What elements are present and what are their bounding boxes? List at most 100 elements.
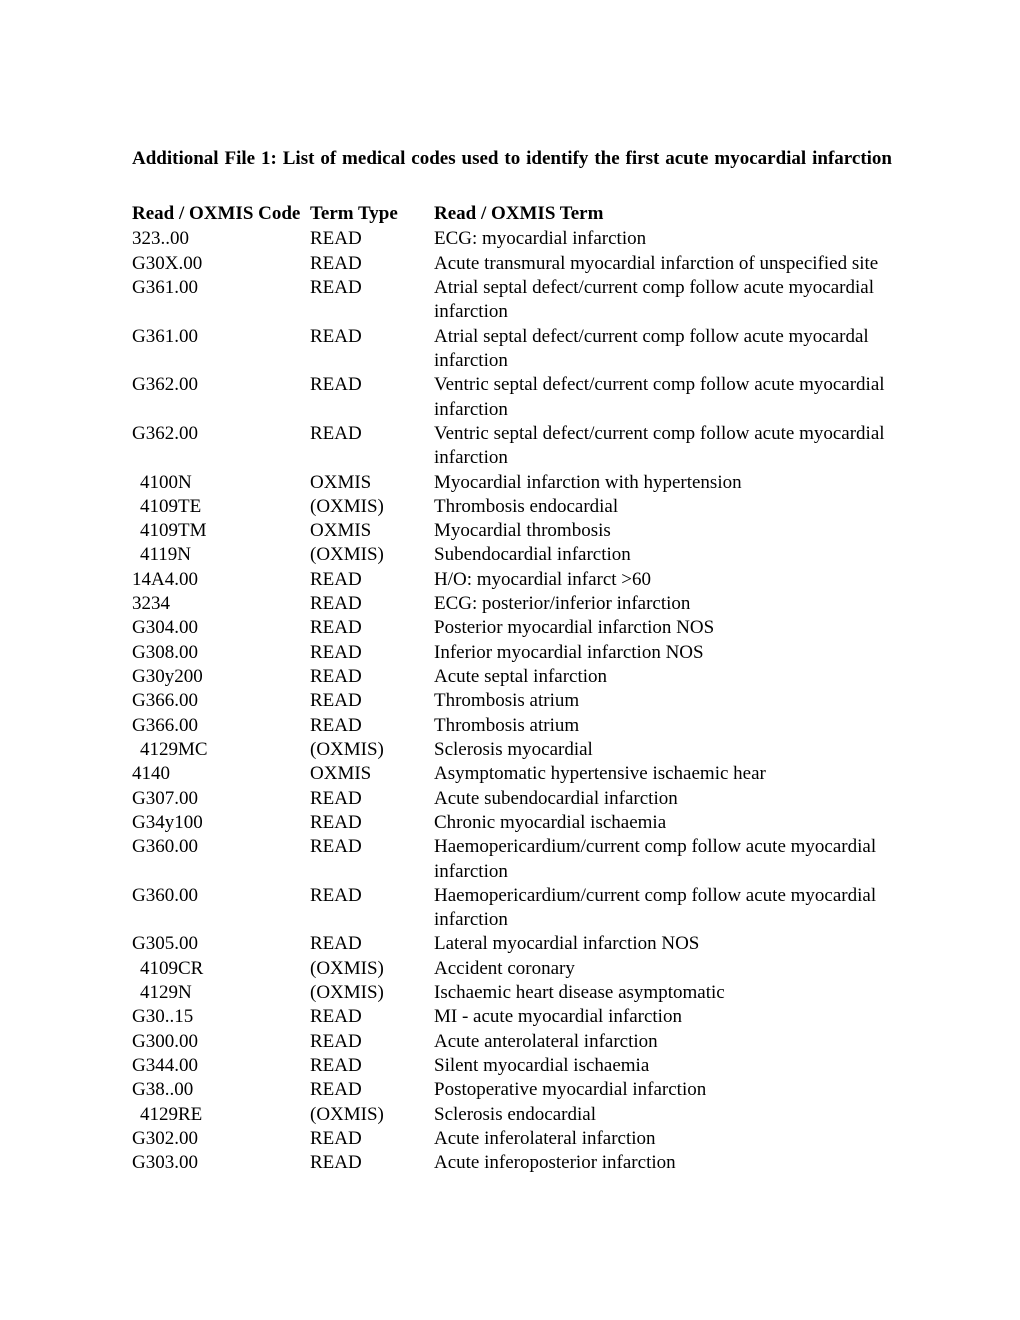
- cell-term: Silent myocardial ischaemia: [434, 1054, 892, 1078]
- cell-code: G30X.00: [132, 252, 310, 276]
- cell-term: Ventric septal defect/current comp follo…: [434, 373, 892, 422]
- table-row: G38..00READPostoperative myocardial infa…: [132, 1078, 892, 1102]
- cell-type: READ: [310, 252, 434, 276]
- cell-code: 4109TM: [132, 519, 310, 543]
- cell-type: READ: [310, 616, 434, 640]
- cell-type: READ: [310, 1030, 434, 1054]
- table-row: G30..15READMI - acute myocardial infarct…: [132, 1005, 892, 1029]
- table-header-row: Read / OXMIS Code Term Type Read / OXMIS…: [132, 203, 892, 227]
- cell-term: Lateral myocardial infarction NOS: [434, 932, 892, 956]
- table-row: 4109CR(OXMIS)Accident coronary: [132, 957, 892, 981]
- cell-term: Ischaemic heart disease asymptomatic: [434, 981, 892, 1005]
- cell-term: Thrombosis atrium: [434, 689, 892, 713]
- table-row: 323..00READECG: myocardial infarction: [132, 227, 892, 251]
- cell-type: READ: [310, 787, 434, 811]
- table-body: 323..00READECG: myocardial infarctionG30…: [132, 227, 892, 1175]
- cell-type: READ: [310, 592, 434, 616]
- table-row: G308.00READInferior myocardial infarctio…: [132, 641, 892, 665]
- cell-code: G360.00: [132, 884, 310, 933]
- cell-type: READ: [310, 568, 434, 592]
- cell-code: G302.00: [132, 1127, 310, 1151]
- cell-term: Thrombosis endocardial: [434, 495, 892, 519]
- table-row: G34y100READChronic myocardial ischaemia: [132, 811, 892, 835]
- cell-type: READ: [310, 714, 434, 738]
- cell-code: 4140: [132, 762, 310, 786]
- cell-type: READ: [310, 1005, 434, 1029]
- table-row: 4140OXMISAsymptomatic hypertensive ischa…: [132, 762, 892, 786]
- cell-code: G361.00: [132, 276, 310, 325]
- table-row: G344.00READSilent myocardial ischaemia: [132, 1054, 892, 1078]
- cell-term: Acute anterolateral infarction: [434, 1030, 892, 1054]
- cell-code: 4109TE: [132, 495, 310, 519]
- cell-code: 4129N: [132, 981, 310, 1005]
- cell-term: Subendocardial infarction: [434, 543, 892, 567]
- table-row: G366.00READThrombosis atrium: [132, 689, 892, 713]
- cell-term: Haemopericardium/current comp follow acu…: [434, 835, 892, 884]
- cell-code: G366.00: [132, 689, 310, 713]
- cell-term: Myocardial thrombosis: [434, 519, 892, 543]
- cell-term: Acute inferolateral infarction: [434, 1127, 892, 1151]
- cell-term: Atrial septal defect/current comp follow…: [434, 276, 892, 325]
- table-row: G366.00READThrombosis atrium: [132, 714, 892, 738]
- cell-type: READ: [310, 932, 434, 956]
- table-row: G362.00READVentric septal defect/current…: [132, 422, 892, 471]
- table-row: G303.00READAcute inferoposterior infarct…: [132, 1151, 892, 1175]
- cell-type: READ: [310, 422, 434, 471]
- table-row: 4109TE(OXMIS)Thrombosis endocardial: [132, 495, 892, 519]
- cell-term: Thrombosis atrium: [434, 714, 892, 738]
- cell-code: G362.00: [132, 373, 310, 422]
- cell-type: READ: [310, 1078, 434, 1102]
- cell-code: G34y100: [132, 811, 310, 835]
- cell-type: READ: [310, 689, 434, 713]
- cell-term: Sclerosis endocardial: [434, 1103, 892, 1127]
- cell-code: G344.00: [132, 1054, 310, 1078]
- cell-type: READ: [310, 276, 434, 325]
- cell-type: READ: [310, 325, 434, 374]
- col-header-term: Read / OXMIS Term: [434, 203, 892, 227]
- table-row: 4100NOXMISMyocardial infarction with hyp…: [132, 471, 892, 495]
- cell-term: Asymptomatic hypertensive ischaemic hear: [434, 762, 892, 786]
- cell-term: Inferior myocardial infarction NOS: [434, 641, 892, 665]
- cell-type: (OXMIS): [310, 1103, 434, 1127]
- cell-term: Haemopericardium/current comp follow acu…: [434, 884, 892, 933]
- cell-code: 3234: [132, 592, 310, 616]
- table-row: G302.00READAcute inferolateral infarctio…: [132, 1127, 892, 1151]
- cell-type: (OXMIS): [310, 738, 434, 762]
- table-row: G307.00READAcute subendocardial infarcti…: [132, 787, 892, 811]
- cell-code: 4100N: [132, 471, 310, 495]
- cell-code: G38..00: [132, 1078, 310, 1102]
- cell-type: (OXMIS): [310, 543, 434, 567]
- table-row: G361.00READAtrial septal defect/current …: [132, 325, 892, 374]
- table-row: 14A4.00READH/O: myocardial infarct >60: [132, 568, 892, 592]
- table-row: G360.00READHaemopericardium/current comp…: [132, 835, 892, 884]
- cell-term: Acute subendocardial infarction: [434, 787, 892, 811]
- cell-code: G30y200: [132, 665, 310, 689]
- col-header-code: Read / OXMIS Code: [132, 203, 310, 227]
- cell-code: 4109CR: [132, 957, 310, 981]
- cell-code: 14A4.00: [132, 568, 310, 592]
- cell-term: ECG: posterior/inferior infarction: [434, 592, 892, 616]
- col-header-type: Term Type: [310, 203, 434, 227]
- cell-type: READ: [310, 884, 434, 933]
- table-row: G304.00READPosterior myocardial infarcti…: [132, 616, 892, 640]
- table-row: 4129MC(OXMIS)Sclerosis myocardial: [132, 738, 892, 762]
- cell-code: 4129RE: [132, 1103, 310, 1127]
- cell-type: OXMIS: [310, 762, 434, 786]
- cell-code: 323..00: [132, 227, 310, 251]
- cell-type: READ: [310, 835, 434, 884]
- cell-code: G304.00: [132, 616, 310, 640]
- cell-type: (OXMIS): [310, 495, 434, 519]
- cell-term: Ventric septal defect/current comp follo…: [434, 422, 892, 471]
- table-row: 4129RE(OXMIS)Sclerosis endocardial: [132, 1103, 892, 1127]
- table-row: G361.00READAtrial septal defect/current …: [132, 276, 892, 325]
- table-row: 4129N(OXMIS)Ischaemic heart disease asym…: [132, 981, 892, 1005]
- table-row: 3234READECG: posterior/inferior infarcti…: [132, 592, 892, 616]
- cell-type: READ: [310, 1151, 434, 1175]
- cell-term: Posterior myocardial infarction NOS: [434, 616, 892, 640]
- cell-term: Acute septal infarction: [434, 665, 892, 689]
- cell-type: OXMIS: [310, 471, 434, 495]
- cell-term: Sclerosis myocardial: [434, 738, 892, 762]
- table-row: G300.00READAcute anterolateral infarctio…: [132, 1030, 892, 1054]
- cell-term: ECG: myocardial infarction: [434, 227, 892, 251]
- cell-type: (OXMIS): [310, 957, 434, 981]
